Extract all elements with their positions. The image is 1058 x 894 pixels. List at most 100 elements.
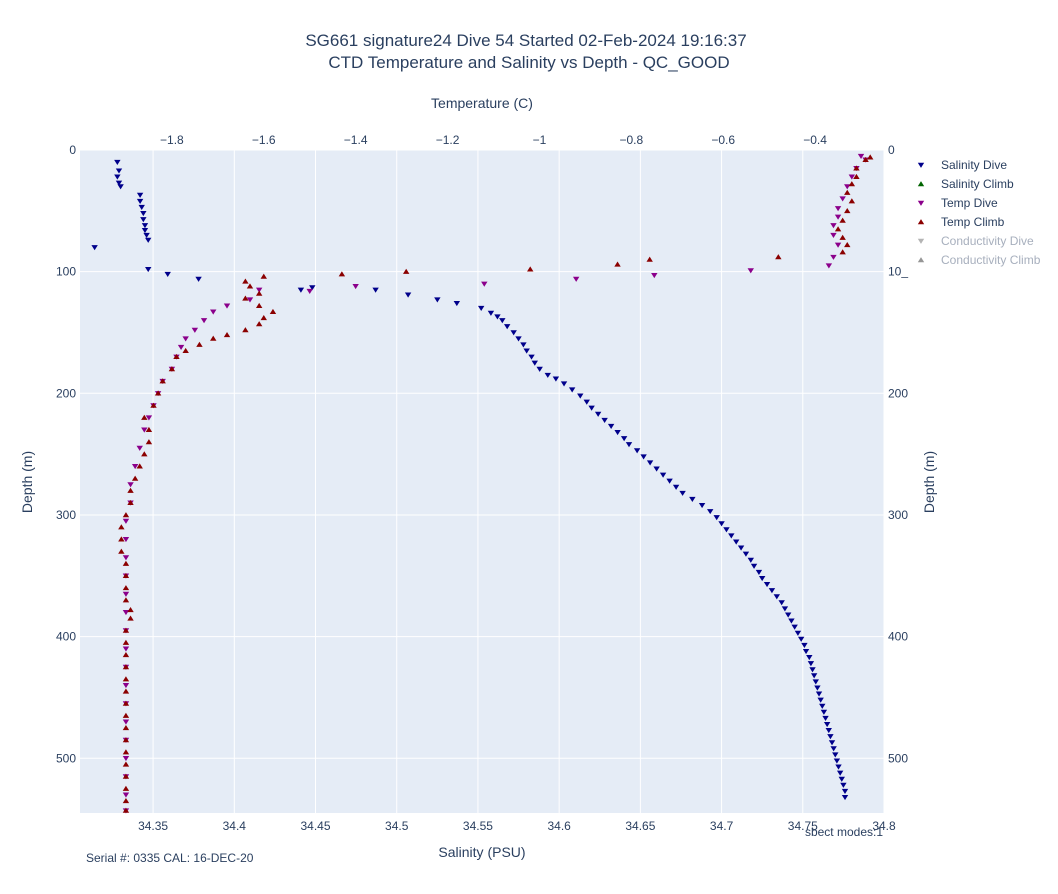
data-point	[552, 376, 560, 382]
salinity-tick-label: 34.35	[138, 819, 168, 833]
data-point	[812, 679, 819, 685]
data-point	[728, 533, 735, 539]
legend-item-conductivity-dive[interactable]: Conductivity Dive	[917, 234, 1034, 248]
data-point	[122, 646, 130, 652]
data-point	[122, 555, 130, 561]
data-point	[775, 254, 782, 260]
data-point	[646, 460, 654, 466]
data-point	[867, 154, 874, 160]
depth-axis-left-ticks: 0 100 200 300 400 500	[56, 143, 76, 765]
data-point	[242, 327, 249, 333]
data-point	[122, 683, 130, 689]
depth-tick-label-right: 400	[888, 630, 908, 644]
legend-marker-icon	[917, 162, 925, 168]
legend-label: Temp Climb	[941, 215, 1005, 229]
data-point	[614, 429, 621, 436]
legend-label: Conductivity Dive	[941, 234, 1034, 248]
data-point	[781, 606, 789, 612]
data-point	[255, 287, 263, 293]
data-point	[679, 490, 686, 496]
data-point	[122, 749, 130, 755]
data-point	[857, 153, 865, 159]
data-point	[141, 451, 148, 457]
salinity-tick-label: 34.7	[710, 819, 734, 833]
data-point	[453, 301, 461, 307]
data-point	[127, 482, 134, 488]
depth-tick-label-left: 100	[56, 265, 76, 279]
data-point	[223, 332, 231, 338]
data-point	[122, 792, 130, 798]
data-point	[802, 648, 810, 655]
data-point	[788, 618, 795, 624]
data-point	[844, 184, 851, 190]
data-point	[848, 198, 856, 204]
data-point	[689, 496, 696, 503]
data-point	[844, 207, 851, 214]
data-point	[114, 174, 121, 180]
depth-tick-label-left: 400	[56, 630, 76, 644]
temperature-tick-label: −1	[533, 133, 547, 147]
data-point	[118, 536, 125, 542]
data-point	[164, 271, 171, 277]
data-point	[242, 278, 249, 284]
data-point	[666, 478, 673, 484]
legend-marker-icon	[917, 200, 925, 206]
data-point	[825, 263, 833, 269]
data-point	[122, 688, 130, 694]
data-point	[260, 314, 267, 321]
legend-label: Salinity Climb	[941, 177, 1014, 191]
depth-tick-label-left: 500	[56, 751, 76, 765]
data-point	[338, 271, 346, 277]
data-point	[791, 624, 798, 630]
data-point	[136, 198, 144, 204]
salinity-tick-label: 34.5	[385, 819, 409, 833]
data-point	[527, 266, 534, 272]
legend-item-salinity-climb[interactable]: Salinity Climb	[917, 177, 1014, 191]
data-point	[763, 582, 771, 588]
data-point	[814, 685, 821, 691]
data-point	[122, 737, 130, 743]
data-point	[114, 159, 121, 166]
depth-tick-label-right: 300	[888, 508, 908, 522]
data-point	[138, 204, 145, 211]
data-point	[844, 242, 851, 248]
legend-item-temp-dive[interactable]: Temp Dive	[917, 196, 998, 210]
plot-area[interactable]	[80, 150, 884, 813]
data-point	[122, 651, 130, 658]
data-point	[145, 237, 152, 243]
data-point	[141, 223, 149, 229]
temperature-axis-ticks: −1.8 −1.6 −1.4 −1.2 −1 −0.8 −0.6 −0.4	[160, 133, 827, 147]
data-point	[758, 575, 766, 582]
data-point	[588, 405, 595, 411]
data-point	[159, 378, 166, 384]
data-point	[536, 366, 543, 372]
depth-tick-label-left: 0	[69, 143, 76, 157]
salinity-tick-label: 34.55	[463, 819, 493, 833]
legend-item-temp-climb[interactable]: Temp Climb	[917, 215, 1005, 229]
series-temp-climb	[118, 154, 874, 813]
data-point	[122, 807, 130, 813]
data-point	[191, 327, 199, 333]
data-point	[372, 287, 379, 293]
data-point	[477, 305, 485, 312]
data-point	[723, 527, 730, 533]
data-point	[115, 180, 123, 186]
data-point	[835, 764, 842, 770]
data-point	[784, 612, 792, 618]
data-point	[122, 700, 130, 706]
data-point	[830, 232, 837, 239]
data-point	[210, 335, 217, 341]
chart-title-line2: CTD Temperature and Salinity vs Depth - …	[328, 53, 729, 72]
data-point	[833, 758, 841, 764]
data-point	[737, 545, 745, 551]
salinity-tick-label: 34.8	[872, 819, 896, 833]
data-point	[269, 308, 277, 315]
data-point	[830, 223, 837, 229]
data-point	[828, 740, 836, 746]
data-point	[820, 709, 828, 715]
data-point	[122, 719, 130, 725]
data-point	[173, 353, 180, 360]
data-point	[531, 360, 538, 366]
legend-item-conductivity-climb[interactable]: Conductivity Climb	[917, 253, 1041, 267]
legend-item-salinity-dive[interactable]: Salinity Dive	[917, 158, 1008, 172]
